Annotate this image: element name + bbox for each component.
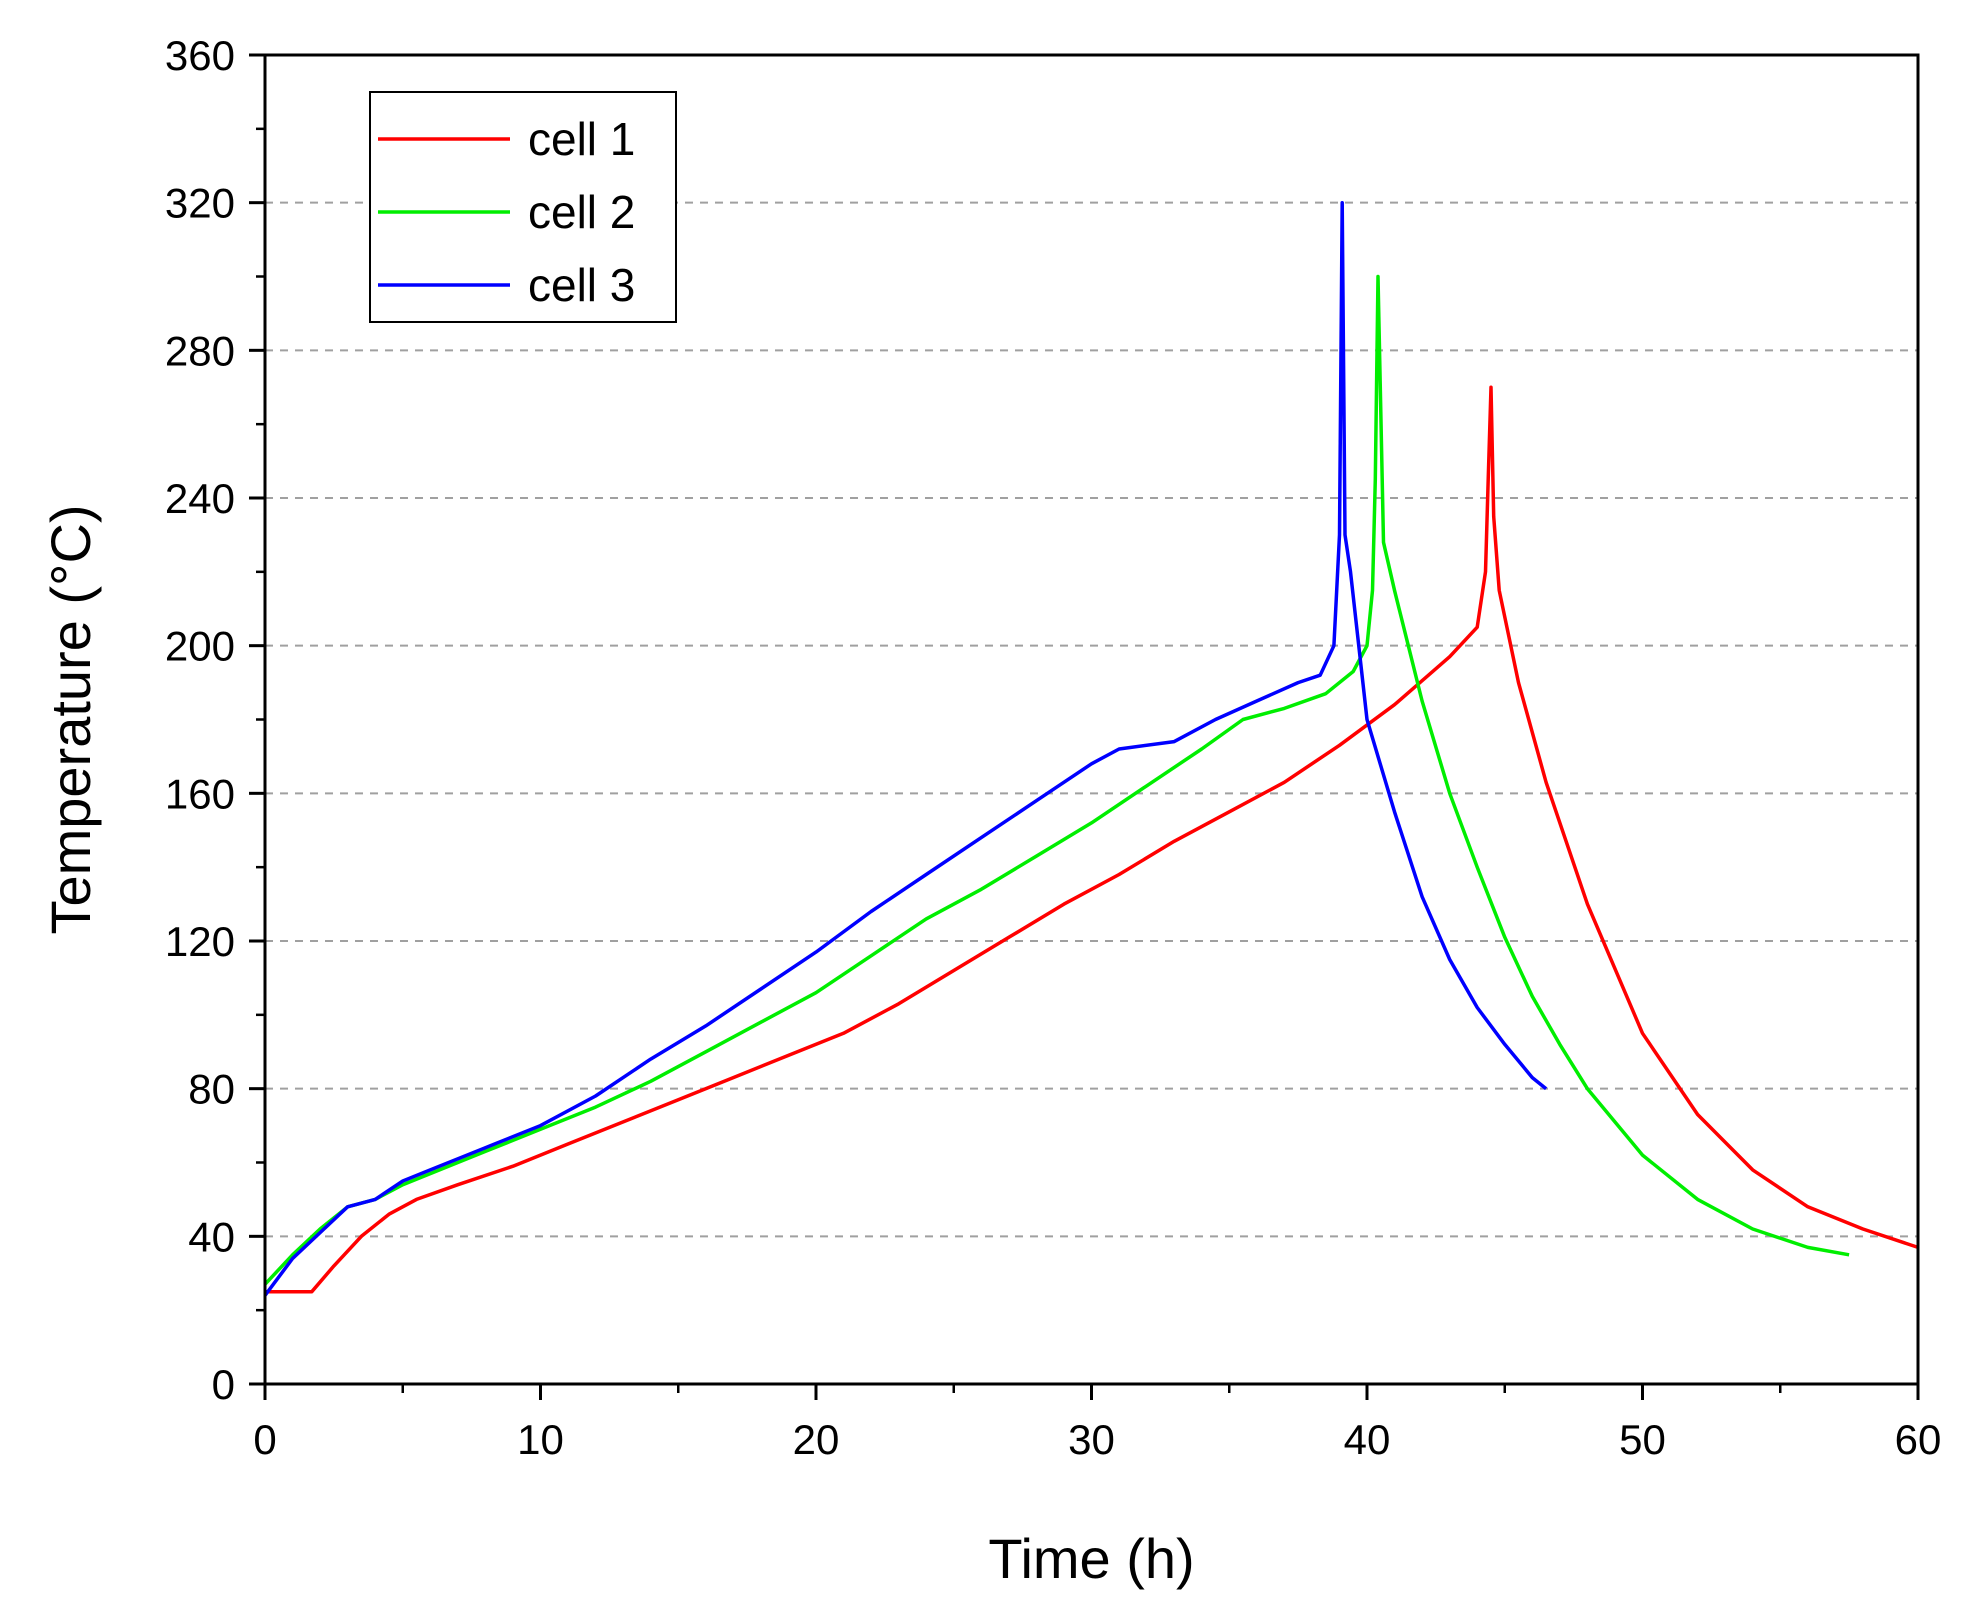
x-tick-label-3: 30 [1068,1416,1115,1463]
legend-label-1: cell 1 [528,113,635,165]
y-tick-label-3: 120 [165,918,235,965]
series-layer [263,200,1919,1297]
y-axis-title: Temperature (°C) [39,504,102,934]
x-axis-title: Time (h) [988,1527,1194,1590]
legend-label-3: cell 3 [528,259,635,311]
x-tick-label-2: 20 [793,1416,840,1463]
legend: cell 1 cell 2 cell 3 [369,91,677,323]
series-line-2 [263,274,1850,1286]
gridlines [265,201,1918,1238]
series-line-1 [265,385,1919,1294]
y-tick-label-0: 0 [212,1361,235,1408]
x-tick-label-1: 10 [517,1416,564,1463]
legend-label-2: cell 2 [528,186,635,238]
y-tick-label-6: 240 [165,475,235,522]
axis-ticks [249,53,1920,1400]
x-tick-label-4: 40 [1344,1416,1391,1463]
x-tick-label-5: 50 [1619,1416,1666,1463]
y-tick-label-4: 160 [165,770,235,817]
tick-labels: 0 10 20 30 40 50 60 0 40 80 120 160 200 240 280 320 360 [165,32,1941,1463]
x-tick-label-6: 60 [1895,1416,1942,1463]
y-tick-label-2: 80 [188,1066,235,1113]
legend-items: cell 1 cell 2 cell 3 [378,113,635,311]
y-tick-label-1: 40 [188,1213,235,1260]
y-tick-label-5: 200 [165,623,235,670]
y-tick-label-9: 360 [165,32,235,79]
series-line-3 [263,200,1548,1297]
y-tick-label-7: 280 [165,327,235,374]
y-tick-label-8: 320 [165,180,235,227]
x-tick-label-0: 0 [253,1416,276,1463]
